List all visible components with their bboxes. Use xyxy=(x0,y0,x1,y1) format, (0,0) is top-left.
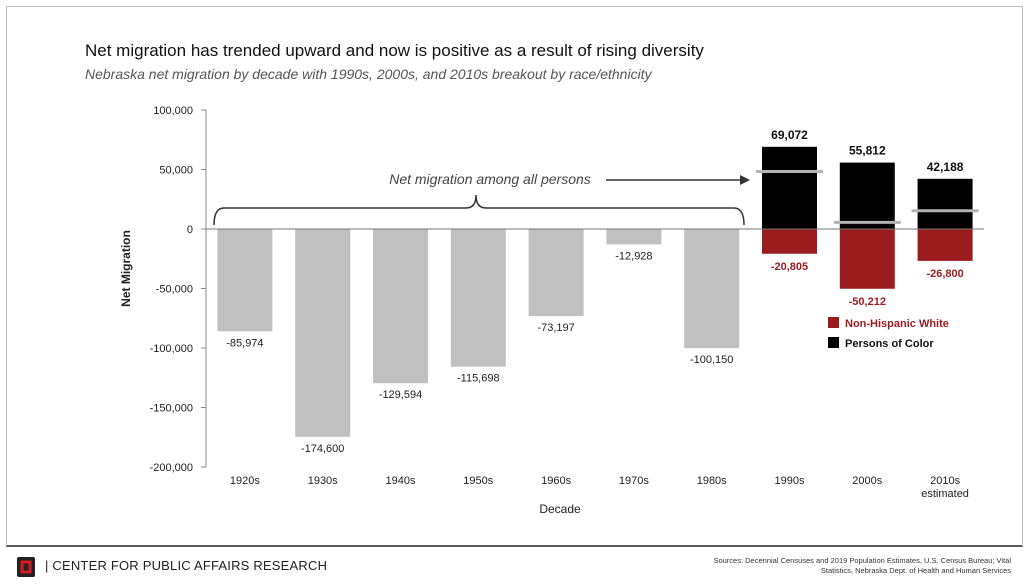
bar-persons-of-color-1990s xyxy=(762,146,817,229)
data-label-total: -100,150 xyxy=(690,354,733,366)
data-label-total: -85,974 xyxy=(226,337,263,349)
annotation-arrow-head xyxy=(740,175,750,185)
x-tick-label: 1950s xyxy=(463,475,493,487)
data-label-total: -12,928 xyxy=(615,250,652,262)
x-tick-label: 1920s xyxy=(230,475,260,487)
data-label-non-hispanic-white: -20,805 xyxy=(771,261,808,273)
bar-non-hispanic-white-2000s xyxy=(839,229,895,289)
bar-total-1940s xyxy=(373,229,428,384)
data-label-persons-of-color: 69,072 xyxy=(771,128,808,142)
x-tick-label: 2010s xyxy=(930,475,960,487)
chart-title: Net migration has trended upward and now… xyxy=(85,41,704,60)
legend-swatch xyxy=(828,337,839,348)
x-tick-label: 1960s xyxy=(541,475,571,487)
x-tick-label: 1980s xyxy=(697,475,727,487)
chart-subtitle: Nebraska net migration by decade with 19… xyxy=(85,66,652,82)
y-tick-label: -200,000 xyxy=(150,462,193,474)
y-tick-label: -150,000 xyxy=(150,403,193,415)
data-label-persons-of-color: 42,188 xyxy=(927,160,964,174)
data-label-non-hispanic-white: -26,800 xyxy=(926,268,963,280)
bar-non-hispanic-white-1990s xyxy=(762,229,817,254)
bar-total-1930s xyxy=(295,229,351,437)
legend-swatch xyxy=(828,317,839,328)
x-tick-label: 2000s xyxy=(852,475,882,487)
annotation-text: Net migration among all persons xyxy=(389,171,591,187)
bar-total-1960s xyxy=(528,229,584,317)
bar-persons-of-color-2010s xyxy=(917,178,973,229)
y-tick-label: 50,000 xyxy=(159,165,193,177)
bar-non-hispanic-white-2010s xyxy=(917,229,973,261)
x-axis-title: Decade xyxy=(539,502,581,516)
bar-persons-of-color-2000s xyxy=(839,162,895,229)
y-tick-label: -100,000 xyxy=(150,343,193,355)
footer-sources: Sources: Decennial Censuses and 2019 Pop… xyxy=(713,556,1011,575)
x-tick-label: 1990s xyxy=(775,475,805,487)
x-tick-label: 1930s xyxy=(308,475,338,487)
bar-total-1920s xyxy=(217,229,273,332)
bar-total-1980s xyxy=(684,229,740,349)
data-label-persons-of-color: 55,812 xyxy=(849,144,886,158)
x-tick-label: 1940s xyxy=(386,475,416,487)
y-tick-label: 100,000 xyxy=(153,105,193,117)
data-label-total: -174,600 xyxy=(301,443,344,455)
bar-total-1950s xyxy=(450,229,506,367)
data-label-total: -129,594 xyxy=(379,389,422,401)
legend-label: Non-Hispanic White xyxy=(845,318,949,330)
y-tick-label: 0 xyxy=(187,224,193,236)
bar-total-1970s xyxy=(606,229,662,245)
x-tick-label: estimated xyxy=(921,488,969,500)
data-label-total: -73,197 xyxy=(537,322,574,334)
legend-label: Persons of Color xyxy=(845,338,934,350)
footer-organization: | CENTER FOR PUBLIC AFFAIRS RESEARCH xyxy=(45,558,328,573)
annotation-brace xyxy=(213,194,745,226)
y-tick-label: -50,000 xyxy=(156,284,193,296)
x-tick-label: 1970s xyxy=(619,475,649,487)
data-label-total: -115,698 xyxy=(457,373,500,385)
data-label-non-hispanic-white: -50,212 xyxy=(849,296,886,308)
university-logo-icon xyxy=(17,557,35,577)
y-axis-title: Net Migration xyxy=(119,230,133,307)
